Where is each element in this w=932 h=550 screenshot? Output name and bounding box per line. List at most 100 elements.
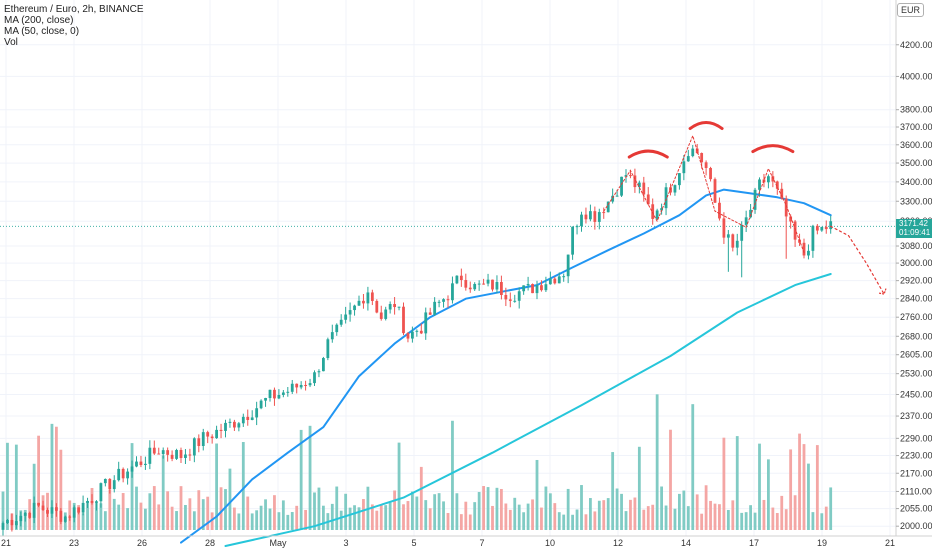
- volume-bar: [767, 459, 770, 530]
- ma200-line: [224, 273, 832, 547]
- candle-body: [152, 447, 156, 454]
- candle-body: [682, 161, 686, 174]
- volume-bar: [424, 500, 428, 530]
- volume-bar: [233, 507, 236, 530]
- candle-body: [1, 523, 5, 530]
- volume-bar: [433, 494, 437, 530]
- volume-bar: [353, 505, 356, 530]
- candle-body: [188, 454, 192, 456]
- candle-body: [197, 438, 201, 446]
- volume-bar: [37, 435, 40, 530]
- volume-bar: [713, 503, 717, 530]
- candle-body: [81, 502, 85, 513]
- candle-body: [206, 432, 210, 437]
- candle-body: [531, 284, 534, 294]
- volume-bar: [664, 505, 668, 530]
- candle-body: [250, 417, 254, 421]
- candle-body: [50, 507, 54, 514]
- price-tick-label: 2605.00: [900, 350, 932, 360]
- price-tick-label: 2760.00: [900, 312, 932, 322]
- time-tick-label: 26: [137, 538, 147, 548]
- volume-bar: [740, 512, 744, 530]
- volume-bar: [192, 511, 196, 530]
- candle-body: [375, 300, 379, 313]
- volume-bar: [175, 511, 178, 530]
- volume-bar: [375, 510, 379, 530]
- volume-bar: [210, 512, 214, 530]
- candle-body: [735, 240, 739, 248]
- volume-bar: [451, 420, 454, 530]
- volume-bar: [584, 514, 588, 530]
- candle-body: [393, 304, 396, 308]
- candle-body: [660, 208, 663, 211]
- volume-bar: [686, 506, 690, 530]
- volume-bar: [241, 442, 245, 530]
- candle-body: [161, 450, 165, 455]
- candle-body: [322, 358, 325, 372]
- legend-vol: Vol: [4, 37, 18, 48]
- currency-badge[interactable]: EUR: [896, 3, 924, 17]
- volume-bar: [726, 509, 730, 530]
- time-tick-label: May: [269, 538, 287, 548]
- candle-body: [629, 175, 632, 177]
- candle-body: [103, 478, 107, 484]
- candle-body: [344, 314, 348, 320]
- volume-bar: [749, 505, 752, 530]
- candle-body: [740, 224, 744, 241]
- candle-body: [415, 330, 419, 332]
- volume-bar: [762, 499, 766, 530]
- volume-bar: [464, 501, 468, 530]
- candle-body: [446, 299, 450, 301]
- candle-body: [829, 221, 833, 230]
- price-tick-label: 3500.00: [900, 158, 932, 168]
- candle-body: [566, 254, 570, 277]
- volume-bar: [553, 503, 557, 530]
- chart-legend: Ethereum / Euro, 2h, BINANCE MA (200, cl…: [4, 4, 144, 48]
- volume-bar: [455, 493, 459, 530]
- volume-bar: [562, 514, 566, 530]
- candle-body: [646, 194, 650, 205]
- candle-body: [59, 510, 63, 522]
- candle-body: [295, 383, 299, 388]
- volume-bar: [419, 466, 423, 530]
- volume-bar: [95, 502, 98, 530]
- volume-bar: [571, 514, 574, 530]
- candle-body: [597, 212, 601, 222]
- candle-body: [281, 392, 285, 395]
- candle-body: [255, 408, 259, 418]
- volume-bar: [495, 487, 499, 530]
- volume-bar: [135, 486, 138, 530]
- candle-body: [589, 211, 592, 220]
- price-tick-label: 2000.00: [900, 521, 932, 531]
- volume-bar: [602, 500, 606, 530]
- candlesticks: [1, 143, 833, 536]
- candle-body: [482, 283, 485, 285]
- volume-bar: [775, 513, 779, 530]
- volume-bar: [184, 504, 187, 530]
- candle-body: [784, 198, 788, 217]
- volume-bar: [219, 487, 223, 530]
- candle-body: [237, 423, 241, 428]
- candle-body: [19, 515, 23, 522]
- candle-body: [299, 384, 303, 388]
- price-tick-label: 2530.00: [900, 369, 932, 379]
- volume-bar: [606, 498, 610, 530]
- volume-bar: [170, 506, 174, 530]
- volume-bar: [700, 513, 704, 530]
- candle-body: [246, 416, 250, 421]
- candle-body: [468, 287, 472, 290]
- volume-bar: [277, 512, 281, 530]
- volume-bar: [148, 493, 152, 530]
- volume-bar: [540, 507, 543, 530]
- volume-bar: [112, 498, 116, 530]
- volume-bar: [228, 468, 232, 530]
- volume-bar: [611, 452, 615, 530]
- pattern-annotations: [603, 121, 887, 295]
- candle-body: [758, 179, 761, 190]
- volume-bar: [304, 509, 307, 530]
- volume-bar: [446, 512, 450, 530]
- volume-bar: [695, 494, 699, 530]
- candle-body: [370, 292, 374, 301]
- price-axis: 2000.00 2055.00 2110.00 2170.00 2230.00 2290.…: [895, 0, 932, 536]
